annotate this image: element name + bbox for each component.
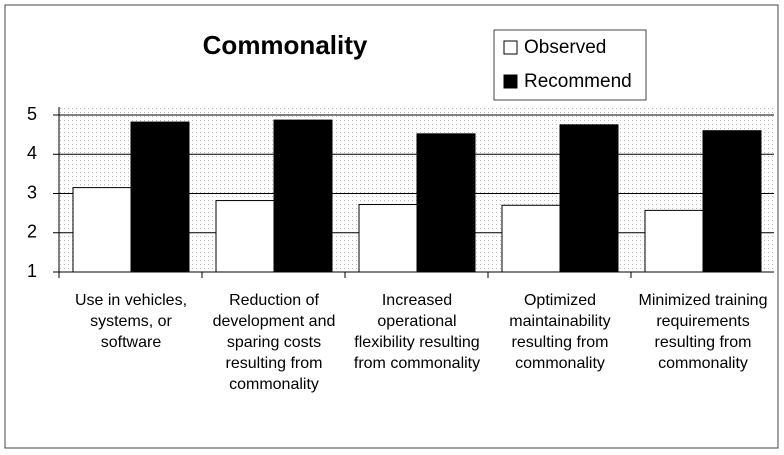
bar [273,119,333,273]
x-tick-label: Minimized training requirements resultin… [638,292,768,372]
y-tick-label: 2 [27,222,37,242]
legend-label: Observed [524,37,606,58]
legend-swatch [503,74,518,89]
x-tick-label: Use in vehicles, systems, or software [74,292,188,351]
bar [559,124,619,273]
x-tick-label: Increased operational flexibility result… [353,292,481,372]
bar [702,130,762,273]
y-tick-label: 5 [27,104,37,124]
bar [72,187,132,273]
bar [644,209,704,273]
bar [501,204,561,273]
y-tick-label: 4 [27,143,37,163]
bar [416,133,476,273]
x-tick-label: Optimized maintainability resulting from… [509,292,611,372]
chart-title: Commonality [203,30,368,60]
legend-swatch [503,40,518,55]
bar [130,121,190,273]
bar [358,203,418,273]
y-tick-label: 1 [27,261,37,281]
legend-label: Recommend [524,71,632,92]
legend-box [493,29,647,101]
bar [215,200,275,273]
x-tick-label: Reduction of development and sparing cos… [212,292,336,393]
y-tick-label: 3 [27,182,37,202]
